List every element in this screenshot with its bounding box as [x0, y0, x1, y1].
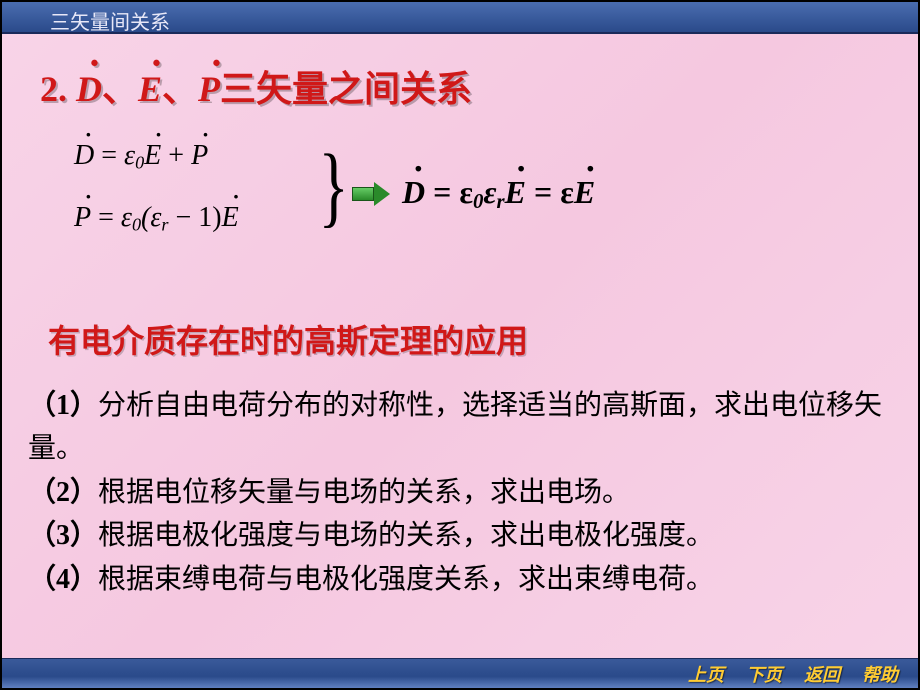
back-button[interactable]: 返回 — [804, 661, 840, 687]
eq2-p: P — [74, 204, 91, 232]
res-e1: E — [505, 174, 526, 211]
eq1-plus: + — [161, 140, 191, 171]
next-button[interactable]: 下页 — [746, 661, 782, 687]
arrow-body — [352, 187, 374, 201]
slide-container: 三矢量间关系 2. D、E、P三矢量之间关系 D = ε0E + P P = ε… — [0, 0, 920, 690]
help-button[interactable]: 帮助 — [862, 661, 898, 687]
heading-vector-p: P — [198, 68, 220, 110]
step-3: （3）根据电极化强度与电场的关系，求出电极化强度。 — [28, 514, 898, 557]
res-sub0: 0 — [473, 190, 483, 213]
equations-block: D = ε0E + P P = ε0(εr − 1)E — [74, 142, 239, 234]
heading-suffix: 三矢量之间关系 — [220, 69, 472, 109]
res-epsr: ε — [483, 174, 496, 210]
eq2-e: E — [222, 204, 239, 232]
eq1-p: P — [191, 142, 208, 170]
steps-block: （1）分析自由电荷分布的对称性，选择适当的高斯面，求出电位移矢量。 （2）根据电… — [28, 384, 898, 601]
header-title: 三矢量间关系 — [2, 2, 918, 35]
heading-vector-d: D — [76, 68, 102, 110]
eq1-e: E — [144, 142, 161, 170]
heading-sep-2: 、 — [162, 69, 198, 109]
step-1-num: （1） — [28, 390, 98, 421]
brace-icon: } — [318, 142, 348, 232]
eq2-paren: (ε — [141, 202, 161, 233]
eq1-sub0: 0 — [135, 153, 144, 173]
prev-button[interactable]: 上页 — [688, 661, 724, 687]
eq2-eps: ε — [121, 202, 132, 233]
eq1-eps: ε — [124, 140, 135, 171]
equation-2: P = ε0(εr − 1)E — [74, 204, 239, 234]
res-eq2: = ε — [526, 174, 574, 210]
res-d: D — [402, 174, 425, 211]
res-e2: E — [574, 174, 595, 211]
step-4: （4）根据束缚电荷与电极化强度关系，求出束缚电荷。 — [28, 558, 898, 601]
eq2-minus1: − 1) — [168, 202, 221, 233]
step-2-text: 根据电位移矢量与电场的关系，求出电场。 — [98, 477, 630, 508]
arrow-head — [374, 182, 390, 206]
step-2: （2）根据电位移矢量与电场的关系，求出电场。 — [28, 471, 898, 514]
footer-bar: 上页 下页 返回 帮助 — [2, 658, 918, 688]
eq2-sub0: 0 — [132, 214, 141, 234]
step-3-text: 根据电极化强度与电场的关系，求出电极化强度。 — [98, 520, 714, 551]
result-equation: D = ε0εrE = εE — [402, 174, 595, 214]
res-eq1: = ε — [425, 174, 473, 210]
header-bar: 三矢量间关系 — [2, 2, 918, 34]
heading-index: 2. — [40, 69, 67, 109]
step-4-num: （4） — [28, 564, 98, 595]
step-3-num: （3） — [28, 520, 98, 551]
subheading: 有电介质存在时的高斯定理的应用 — [48, 316, 528, 362]
eq1-d: D — [74, 142, 94, 170]
step-1: （1）分析自由电荷分布的对称性，选择适当的高斯面，求出电位移矢量。 — [28, 384, 898, 471]
main-heading: 2. D、E、P三矢量之间关系 — [40, 60, 472, 112]
heading-sep-1: 、 — [102, 69, 138, 109]
res-subr: r — [497, 190, 505, 213]
step-2-num: （2） — [28, 477, 98, 508]
heading-vector-e: E — [138, 68, 162, 110]
step-4-text: 根据束缚电荷与电极化强度关系，求出束缚电荷。 — [98, 564, 714, 595]
equation-1: D = ε0E + P — [74, 142, 239, 172]
step-1-text: 分析自由电荷分布的对称性，选择适当的高斯面，求出电位移矢量。 — [28, 390, 882, 464]
